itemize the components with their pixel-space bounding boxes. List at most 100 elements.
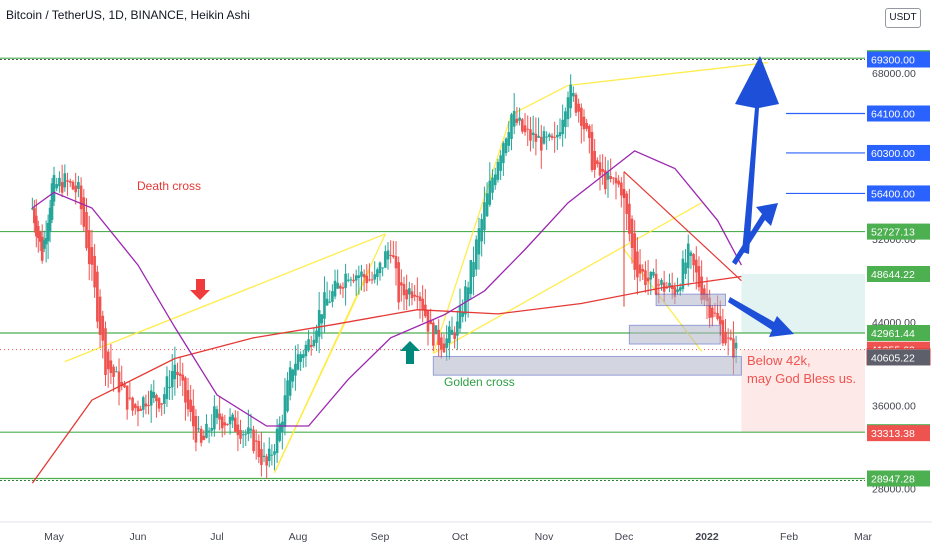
candle-body <box>360 271 363 277</box>
candle-body <box>445 338 448 348</box>
price-tag-bg <box>867 265 930 282</box>
candle-body <box>588 125 591 139</box>
price-tag-label: 56400.00 <box>871 188 915 200</box>
candle-body <box>580 107 583 126</box>
x-tick-label: Dec <box>615 531 634 543</box>
candle-body <box>136 406 140 412</box>
candle-body <box>633 233 637 270</box>
candle-body <box>700 276 703 301</box>
candle-body <box>213 406 216 430</box>
candle-body <box>708 297 711 318</box>
candle-body <box>716 313 719 319</box>
currency-unit-button[interactable]: USDT <box>885 8 921 28</box>
candle-body <box>181 374 185 381</box>
candle-body <box>537 135 540 138</box>
candle-body <box>31 208 34 210</box>
candle-body <box>734 342 738 349</box>
candle-body <box>42 239 46 249</box>
candle-body <box>33 208 36 224</box>
candle-body <box>564 111 567 127</box>
candle-body <box>218 413 221 420</box>
price-tag: 33313.38 <box>867 425 930 442</box>
candle-body <box>636 251 639 278</box>
candle-body <box>491 177 494 193</box>
price-tag-label: 69300.00 <box>871 55 915 67</box>
candle-body <box>120 381 124 387</box>
candle-body <box>392 255 395 258</box>
candle-body <box>66 180 69 182</box>
candle-body <box>231 414 234 421</box>
candle-body <box>569 84 572 109</box>
trend-channel-line <box>432 114 513 354</box>
candle-body <box>625 193 628 214</box>
support-box <box>655 293 727 307</box>
candle-body <box>38 232 42 242</box>
x-tick-label: Nov <box>535 531 554 543</box>
candle-body <box>604 170 607 190</box>
price-tag: 48644.22 <box>867 265 930 282</box>
candle-body <box>368 279 371 281</box>
candle-body <box>612 177 615 179</box>
candle-body <box>405 289 408 300</box>
candle-body <box>429 321 432 325</box>
candle-body <box>628 203 631 234</box>
candle-body <box>488 180 492 205</box>
candle-body <box>413 294 416 297</box>
candle-body <box>63 173 67 188</box>
candle-body <box>362 274 366 278</box>
price-tag: 28947.28 <box>867 470 930 487</box>
candle-body <box>239 429 242 439</box>
candle-body <box>381 267 384 269</box>
candle-body <box>101 315 105 341</box>
candle-body <box>418 296 422 301</box>
candle-body <box>323 292 326 319</box>
candle-body <box>710 307 714 318</box>
candle-body <box>123 384 126 388</box>
x-tick-label: Mar <box>854 531 873 543</box>
candle-body <box>561 119 564 135</box>
candle-body <box>215 409 219 418</box>
candle-body <box>437 329 440 346</box>
resistance-line <box>623 171 742 282</box>
candle-body <box>199 428 203 443</box>
x-tick-label: May <box>44 531 65 543</box>
note-line-2: may God Bless us. <box>747 371 856 386</box>
price-tag-bg <box>867 223 930 240</box>
candle-body <box>453 332 456 339</box>
candle-body <box>317 309 321 337</box>
candle-body <box>365 275 369 284</box>
candle-body <box>550 135 554 138</box>
note-line-1: Below 42k, <box>747 353 811 368</box>
candle-body <box>98 296 102 335</box>
support-box <box>432 355 742 376</box>
price-tag-label: 64100.00 <box>871 108 915 120</box>
candle-body <box>515 118 519 123</box>
candle-body <box>36 225 40 239</box>
candle-body <box>157 398 161 409</box>
candle-body <box>291 369 295 382</box>
candle-body <box>320 314 324 324</box>
candle-body <box>496 161 500 180</box>
candle-body <box>692 254 695 266</box>
candle-body <box>676 289 679 293</box>
candle-body <box>521 119 524 132</box>
candle-body <box>507 132 511 146</box>
candle-body <box>641 269 645 272</box>
support-box <box>628 324 721 345</box>
candle-body <box>82 197 86 227</box>
price-tag-bg <box>867 51 930 68</box>
candle-body <box>352 279 355 282</box>
candle-body <box>77 182 80 189</box>
candle-body <box>394 256 398 269</box>
candle-body <box>117 371 121 393</box>
candle-body <box>205 423 208 438</box>
candle-body <box>531 132 535 135</box>
candle-body <box>596 160 599 165</box>
price-tag-label: 28947.28 <box>871 473 915 485</box>
candle-body <box>349 279 353 281</box>
candle-body <box>247 427 250 435</box>
death-cross-arrow <box>190 279 210 300</box>
candle-body <box>325 298 329 306</box>
